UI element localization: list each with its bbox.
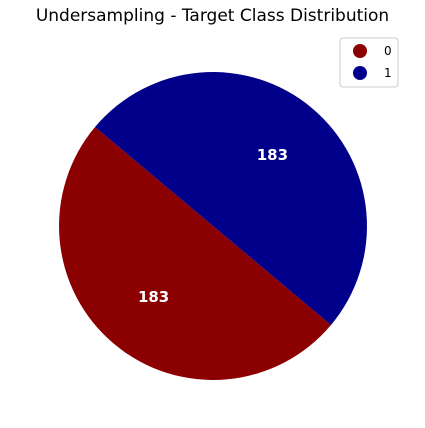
pie-slices	[59, 72, 367, 380]
chart-title: Undersampling - Target Class Distributio…	[35, 6, 390, 26]
slice-labels: 183 183	[138, 146, 288, 306]
legend-label-1: 1	[384, 66, 392, 80]
slice-value-label-1: 183	[257, 146, 288, 164]
pie-slice-1	[95, 72, 367, 325]
pie-slice-0	[59, 127, 331, 380]
slice-value-label-0: 183	[138, 288, 169, 306]
legend-marker-0	[353, 44, 367, 58]
legend-label-0: 0	[384, 44, 392, 58]
legend: 01	[339, 37, 399, 88]
legend-marker-1	[353, 66, 367, 80]
